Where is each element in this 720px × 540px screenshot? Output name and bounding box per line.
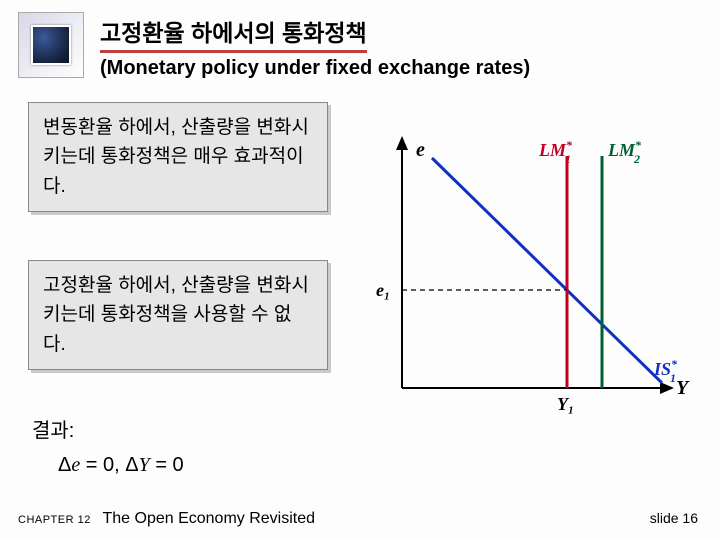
logo-inner — [31, 25, 71, 65]
logo-box — [18, 12, 84, 78]
slide-subtitle: (Monetary policy under fixed exchange ra… — [100, 57, 700, 80]
svg-text:e₁: e₁ — [376, 280, 390, 300]
textbox-floating-rates: 변동환율 하에서, 산출량을 변화시키는데 통화정책은 매우 효과적이다. — [28, 102, 328, 212]
footer-chapter: CHAPTER 12 — [18, 514, 91, 526]
footer-left: CHAPTER 12 The Open Economy Revisited — [18, 510, 315, 528]
result-equation: Δe = 0, ΔY = 0 — [58, 448, 184, 482]
slide-title: 고정환율 하에서의 통화정책 — [100, 14, 367, 53]
result-label: 결과: — [32, 414, 184, 448]
footer-title: The Open Economy Revisited — [102, 510, 315, 527]
svg-text:Y: Y — [676, 377, 690, 399]
footer-slide-number: slide 16 — [650, 510, 698, 526]
is-lm-graph: e e₁ Y Y₁ LM*1 LM*2 IS*1 — [362, 128, 692, 428]
title-block: 고정환율 하에서의 통화정책 (Monetary policy under fi… — [100, 14, 700, 80]
svg-text:LM*2: LM*2 — [607, 138, 642, 166]
result-block: 결과: Δe = 0, ΔY = 0 — [32, 414, 184, 482]
svg-text:IS*1: IS*1 — [653, 357, 678, 385]
svg-text:e: e — [416, 139, 425, 161]
textbox-fixed-rates: 고정환율 하에서, 산출량을 변화시키는데 통화정책을 사용할 수 없다. — [28, 260, 328, 370]
svg-text:LM*1: LM*1 — [538, 138, 573, 166]
graph-svg: e e₁ Y Y₁ LM*1 LM*2 IS*1 — [362, 128, 692, 428]
svg-text:Y₁: Y₁ — [557, 394, 574, 414]
